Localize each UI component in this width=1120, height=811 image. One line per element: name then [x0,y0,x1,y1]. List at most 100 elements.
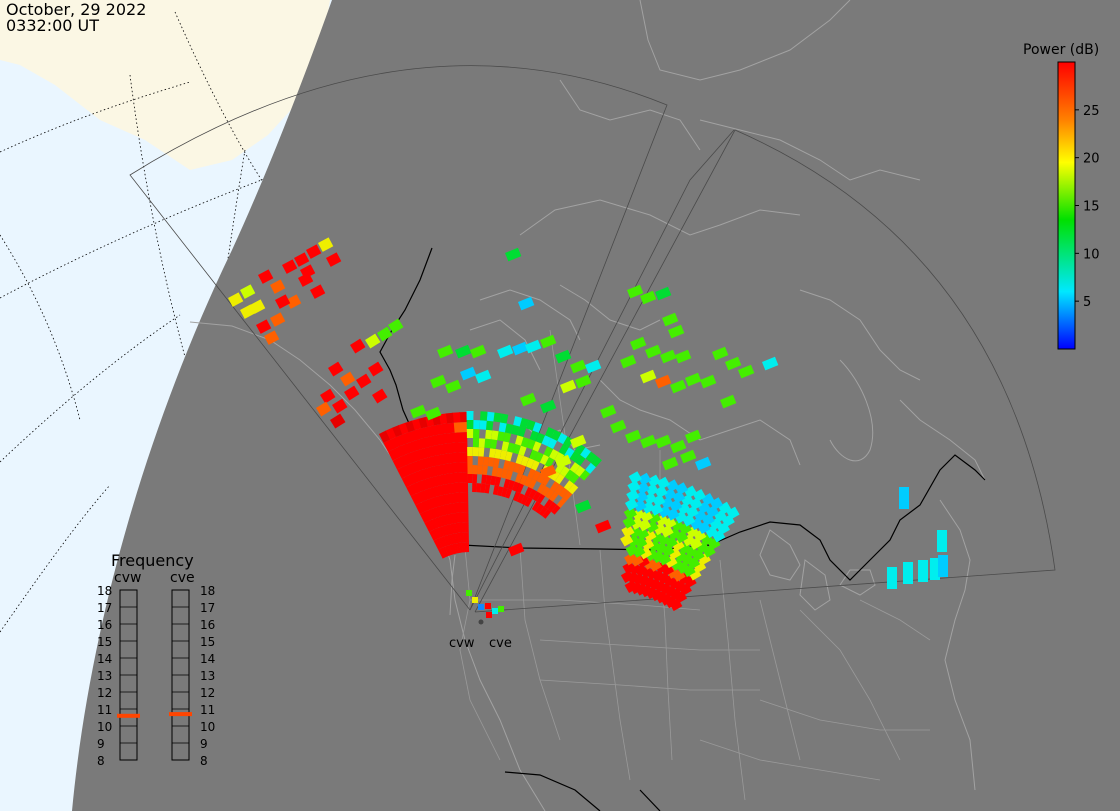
scatter-cell [453,482,460,493]
scatter-cell [437,516,444,527]
scatter-cell [402,464,412,477]
frequency-tick-label: 15 [97,635,112,649]
scatter-cell [464,502,469,513]
scatter-cell [454,543,459,554]
scatter-cell [636,481,650,495]
scatter-cell [512,462,521,474]
scatter-cell [623,506,637,520]
scatter-cell [633,499,647,513]
scatter-cell [453,432,462,443]
scatter-cell [419,501,428,513]
scatter-cell [631,508,645,522]
scatter-cell [574,374,592,389]
scatter-cell [310,284,326,299]
scatter-cell [560,379,577,394]
scatter-cell [451,533,457,544]
scatter-cell [438,495,446,506]
scatter-cell [447,473,455,484]
scatter-cell [418,490,428,502]
scatter-cell [257,269,274,284]
scatter-cell [455,492,461,503]
colorbar-tick-label: 15 [1083,200,1100,215]
frequency-tick-label: 17 [200,601,215,615]
scatter-cell [415,503,424,515]
scatter-cell [317,237,334,252]
scatter-cell [439,423,449,435]
scatter-cell [569,462,581,474]
scatter-cell [622,561,636,575]
scatter-cell [532,421,543,433]
scatter-cell [492,457,500,468]
timestamp-date: October, 29 2022 [6,0,147,19]
scatter-cell [535,503,544,514]
daylight-land [0,0,330,170]
scatter-cell [434,496,442,507]
frequency-tick-label: 14 [200,652,215,666]
power-colorbar: Power (dB) 25 20 15 10 5 [1023,42,1100,350]
scatter-cell [504,423,514,434]
scatter-cell [541,485,551,497]
scatter-cell [624,580,638,593]
scatter-cell [684,372,702,387]
scatter-cell [340,371,356,387]
scatter-cell [424,478,433,490]
scatter-cell [388,318,404,334]
scatter-cell [528,489,537,500]
scatter-cell [443,443,451,455]
scatter-cell [556,497,567,508]
scatter-cell [466,590,472,596]
scatter-cell [461,452,468,463]
scatter-cell [466,420,474,430]
scatter-cell [467,447,473,457]
scatter-cell [699,374,717,389]
frequency-col-cve: cve [170,570,195,586]
scatter-cell [580,447,591,459]
scatter-cell [478,438,486,448]
scatter-cell [624,498,639,511]
scatter-cell [762,356,779,371]
scatter-cell [516,483,524,494]
scatter-cell [332,398,348,414]
scatter-cell [491,430,499,441]
scatter-cell [505,451,513,462]
scatter-cell [661,312,679,327]
scatter-cell [585,462,596,474]
scatter-cell [240,304,256,319]
scatter-cell [474,369,492,384]
scatter-cell [447,513,453,525]
scatter-cell [486,411,495,422]
scatter-cell [462,472,468,483]
scatter-cell [482,465,488,476]
scatter-cell [433,539,441,550]
scatter-cell [467,465,473,475]
scatter-cell [656,476,670,490]
scatter-cell [539,334,557,349]
scatter-cell [412,460,422,473]
scatter-cell [383,439,395,452]
scatter-cell [554,473,565,485]
scatter-cell [478,447,485,457]
scatter-cell [434,506,441,518]
scatter-cell [460,366,477,381]
scatter-cell [663,487,677,501]
scatter-cell [668,324,685,339]
scatter-cell [903,562,913,584]
scatter-cell [638,472,652,486]
colorbar-ticks: 25 20 15 10 5 [1075,104,1100,310]
scatter-cell [416,470,425,482]
scatter-cell [401,475,412,488]
scatter-cell [419,479,428,491]
frequency-tick-label: 13 [97,669,112,683]
frequency-marker-cvw [117,713,140,718]
scatter-cell [486,612,492,618]
scatter-cell [536,483,546,494]
scatter-cell [448,442,457,454]
scatter-cell [541,435,552,447]
scatter-cell [451,543,457,555]
scatter-cell [464,512,469,523]
cvw-fov [129,65,668,611]
scatter-cell [524,497,533,508]
scatter-cell [512,341,529,356]
scatter-cell [431,486,440,498]
scatter-cell [554,484,564,495]
